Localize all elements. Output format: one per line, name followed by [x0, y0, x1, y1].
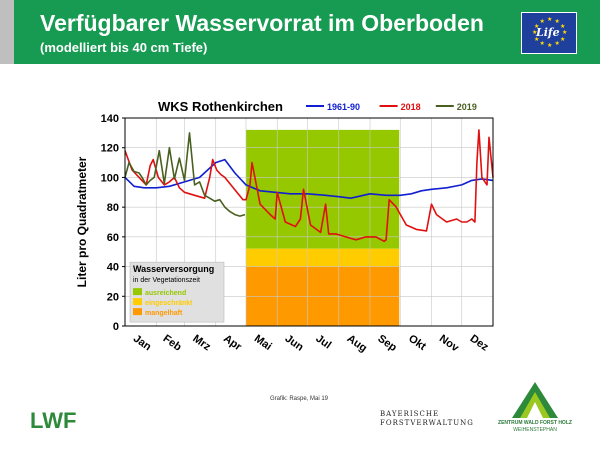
x-tick-label: Mrz — [190, 333, 213, 354]
legend-label-2019: 2019 — [457, 102, 477, 112]
y-axis-label: Liter pro Quadratmeter — [75, 156, 89, 287]
y-tick-label: 140 — [101, 113, 119, 125]
eu-star-icon: ★ — [554, 18, 560, 25]
eu-star-icon: ★ — [539, 41, 545, 48]
eu-star-icon: ★ — [547, 43, 553, 49]
band-eingeschränkt — [245, 248, 400, 267]
page-title: Verfügbarer Wasservorrat im Oberboden — [40, 10, 484, 36]
eu-star-icon: ★ — [559, 23, 566, 30]
y-tick-label: 40 — [107, 262, 119, 274]
series-line-1961-90 — [124, 158, 494, 199]
x-tick-label: Sep — [375, 333, 399, 355]
eu-star-icon: ★ — [534, 36, 540, 43]
water-legend-swatch — [133, 298, 142, 306]
lwf-logo-text: LWF — [30, 408, 76, 432]
x-tick-label: Apr — [221, 333, 244, 354]
x-tick-label: Jul — [313, 333, 333, 352]
legend-label-2018: 2018 — [401, 102, 421, 112]
zwfh-name: ZENTRUM WALD FORST HOLZ — [498, 420, 572, 426]
y-tick-label: 20 — [107, 291, 119, 303]
x-tick-label: Aug — [345, 333, 369, 355]
zwfh-place: WEIHENSTEPHAN — [513, 427, 557, 433]
zentrum-wald-forst-holz-logo: ZENTRUM WALD FORST HOLZ WEIHENSTEPHAN — [480, 380, 590, 440]
eu-star-icon: ★ — [532, 30, 538, 36]
eu-star-icon: ★ — [554, 41, 560, 48]
x-tick-label: Nov — [437, 333, 462, 355]
eu-life-logo: Life ★ ★ ★ ★ ★ ★ ★ ★ ★ ★ ★ ★ — [521, 12, 577, 54]
bayern-line-2: FORSTVERWALTUNG — [380, 419, 474, 427]
eu-star-icon: ★ — [547, 17, 553, 23]
band-ausreichend — [245, 129, 400, 249]
water-legend-swatch — [133, 288, 142, 296]
x-tick-label: Okt — [406, 333, 428, 354]
water-legend-label: eingeschränkt — [145, 300, 193, 307]
series-line-2019 — [124, 132, 246, 217]
water-legend-subtitle: in der Vegetationszeit — [133, 277, 200, 284]
eu-star-icon: ★ — [534, 23, 540, 30]
banner-accent-bar — [0, 0, 14, 64]
lwf-logo: LWF — [30, 408, 76, 433]
water-legend-label: mangelhaft — [145, 310, 183, 317]
eu-logo-text: Life — [536, 26, 560, 39]
y-tick-label: 100 — [101, 172, 119, 184]
eu-star-icon: ★ — [562, 30, 568, 36]
water-legend-label: ausreichend — [145, 290, 186, 297]
chart-credit: Grafik: Raspe, Mai 19 — [270, 396, 329, 402]
eu-star-icon: ★ — [559, 36, 566, 43]
x-tick-label: Jan — [131, 333, 154, 354]
water-supply-chart: 0 20 40 60 80 100 120 140 Jan Feb Mrz Apr Mai Jun Jul A… — [75, 99, 494, 355]
page-subtitle: (modelliert bis 40 cm Tiefe) — [40, 40, 208, 55]
eu-star-icon: ★ — [539, 18, 545, 25]
series-line-2018 — [124, 129, 494, 243]
water-legend-swatch — [133, 308, 142, 316]
y-tick-label: 120 — [101, 143, 119, 155]
x-tick-label: Feb — [161, 333, 184, 354]
tree-icon — [512, 382, 558, 418]
water-legend-title: Wasserversorgung — [133, 264, 214, 274]
plot-frame — [124, 117, 494, 327]
water-legend-box — [129, 261, 225, 323]
chart-title: WKS Rothenkirchen — [158, 99, 283, 114]
x-tick-label: Dez — [468, 333, 491, 354]
y-tick-label: 80 — [107, 202, 119, 214]
bayern-line-1: BAYERISCHE — [380, 410, 440, 418]
header-banner: Verfügbarer Wasservorrat im Oberboden (m… — [0, 0, 600, 64]
x-tick-label: Jun — [283, 333, 306, 354]
y-tick-label: 0 — [113, 321, 119, 333]
x-tick-label: Mai — [252, 333, 274, 353]
bayerische-forstverwaltung-logo: BAYERISCHE FORSTVERWALTUNG — [380, 410, 474, 428]
y-tick-label: 60 — [107, 232, 119, 244]
legend-label-1961-90: 1961-90 — [327, 102, 360, 112]
